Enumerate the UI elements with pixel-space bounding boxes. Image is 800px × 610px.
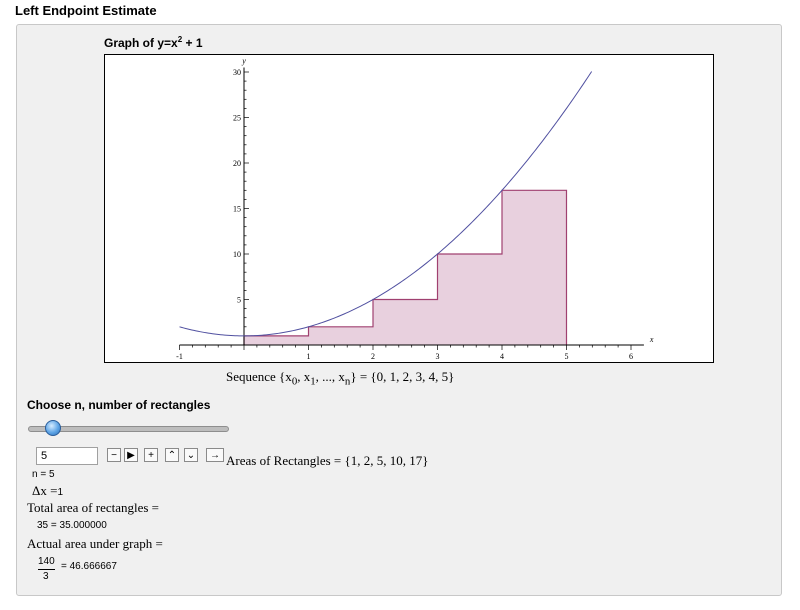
- actual-area-numerator: 140: [38, 556, 55, 567]
- x-axis-label: x: [649, 335, 654, 344]
- window-title: Left Endpoint Estimate: [15, 3, 157, 18]
- riemann-chart: -1 1 2 3 4 5 6 5 10 15 20 25 30 x y: [176, 56, 654, 361]
- delta-x-readout: Δx =1: [32, 483, 64, 498]
- direction-button[interactable]: →: [206, 448, 224, 462]
- actual-area-label: Actual area under graph =: [27, 536, 163, 551]
- n-slider-track[interactable]: [28, 426, 229, 432]
- rectangles-outline: [243, 189, 568, 345]
- faster-button[interactable]: ⌃: [165, 448, 179, 462]
- choose-n-label: Choose n, number of rectangles: [27, 398, 211, 412]
- sequence-label: Sequence {x0, x1, ..., xn} = {0, 1, 2, 3…: [226, 369, 455, 388]
- x-tick-label: 2: [371, 352, 375, 361]
- x-tick-label: 3: [436, 352, 440, 361]
- x-tick-label: 6: [629, 352, 633, 361]
- n-input-field[interactable]: [36, 447, 98, 465]
- total-area-label: Total area of rectangles =: [27, 500, 160, 515]
- y-tick-label: 15: [233, 205, 241, 214]
- slower-button[interactable]: ⌄: [184, 448, 198, 462]
- x-tick-label: 5: [565, 352, 569, 361]
- rectangle-5: [502, 190, 567, 345]
- rectangle-3: [373, 299, 438, 345]
- decrement-button[interactable]: −: [107, 448, 121, 462]
- n-value-readout: n = 5: [32, 469, 55, 480]
- rectangle-1: [244, 335, 309, 345]
- y-tick-label: 30: [233, 68, 241, 77]
- play-button[interactable]: ▶: [124, 448, 138, 462]
- y-tick-label: 20: [233, 159, 241, 168]
- rectangle-2: [308, 326, 373, 345]
- fraction-bar: [38, 569, 55, 570]
- n-slider-thumb[interactable]: [45, 420, 61, 436]
- rectangle-4: [437, 254, 502, 345]
- x-tick-label: 4: [500, 352, 504, 361]
- y-axis-label: y: [241, 56, 246, 65]
- x-tick-label: -1: [176, 352, 183, 361]
- y-tick-label: 5: [237, 296, 241, 305]
- actual-area-value: = 46.666667: [61, 561, 117, 572]
- graph-title: Graph of y=x2 + 1: [104, 35, 203, 50]
- increment-button[interactable]: +: [144, 448, 158, 462]
- y-tick-label: 25: [233, 114, 241, 123]
- x-tick-label: 1: [307, 352, 311, 361]
- plot-frame: -1 1 2 3 4 5 6 5 10 15 20 25 30 x y: [104, 54, 714, 363]
- function-curve: [179, 71, 593, 337]
- actual-area-denominator: 3: [43, 571, 49, 582]
- y-tick-label: 10: [233, 250, 241, 259]
- total-area-value: 35 = 35.000000: [37, 520, 107, 531]
- areas-of-rectangles: Areas of Rectangles = {1, 2, 5, 10, 17}: [226, 453, 429, 468]
